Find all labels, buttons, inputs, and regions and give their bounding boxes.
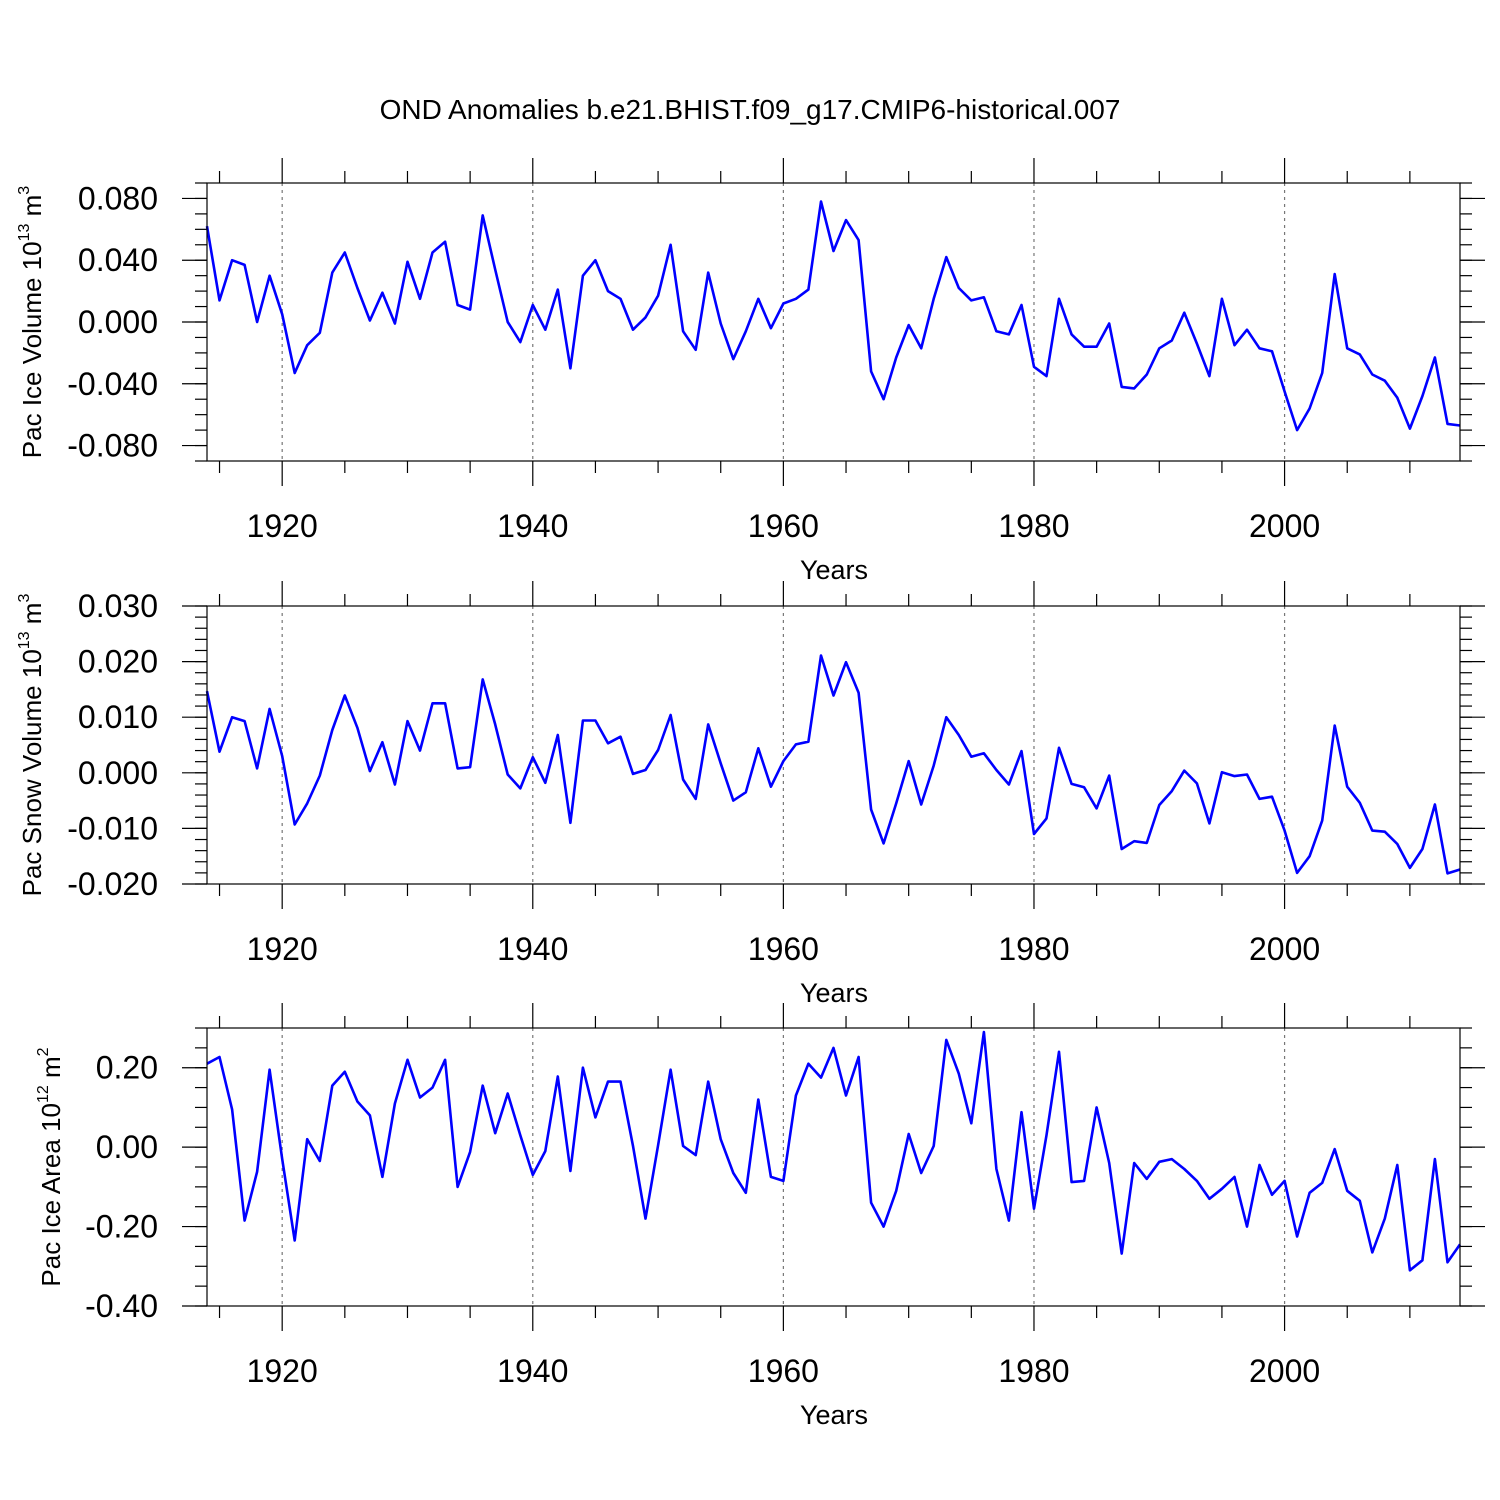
x-tick-label: 1920 bbox=[247, 508, 318, 544]
x-tick-label: 1980 bbox=[998, 508, 1069, 544]
y-tick-label: 0.000 bbox=[78, 304, 158, 340]
x-tick-label: 1940 bbox=[497, 508, 568, 544]
x-tick-label: 1980 bbox=[998, 1353, 1069, 1389]
plot-frame bbox=[206, 605, 1461, 885]
x-tick-label: 1980 bbox=[998, 931, 1069, 967]
y-axis-title: Pac Ice Area 1012 m2 bbox=[35, 1047, 66, 1286]
x-tick-label: 2000 bbox=[1249, 508, 1320, 544]
y-tick-label: 0.080 bbox=[78, 180, 158, 216]
series-line bbox=[205, 654, 1461, 875]
y-tick-label: 0.040 bbox=[78, 242, 158, 278]
y-tick-label: -0.040 bbox=[67, 366, 158, 402]
x-tick-label: 1960 bbox=[748, 931, 819, 967]
x-tick-label: 1920 bbox=[247, 931, 318, 967]
x-tick-label: 1940 bbox=[497, 931, 568, 967]
plot-frame bbox=[206, 182, 1461, 462]
y-tick-label: -0.080 bbox=[67, 428, 158, 464]
y-axis-title: Pac Snow Volume 1013 m3 bbox=[16, 594, 47, 897]
y-tick-label: -0.020 bbox=[67, 866, 158, 902]
x-axis-title: Years bbox=[800, 978, 868, 1008]
panel-ice-area: Pac Ice Area 1012 m2 Years 1920 1940 1960 1… bbox=[35, 1003, 1485, 1430]
y-tick-label: -0.20 bbox=[85, 1209, 158, 1245]
x-tick-label: 2000 bbox=[1249, 931, 1320, 967]
plot-frame bbox=[206, 1027, 1461, 1307]
y-tick-label: 0.020 bbox=[78, 644, 158, 680]
x-tick-label: 1920 bbox=[247, 1353, 318, 1389]
panel-snow-volume: Pac Snow Volume 1013 m3 Years 1920 1940 19… bbox=[16, 581, 1485, 1008]
y-tick-label: 0.00 bbox=[96, 1129, 158, 1165]
figure-title: OND Anomalies b.e21.BHIST.f09_g17.CMIP6-… bbox=[380, 94, 1121, 125]
x-tick-label: 1960 bbox=[748, 508, 819, 544]
y-tick-label: -0.40 bbox=[85, 1288, 158, 1324]
y-tick-label: 0.20 bbox=[96, 1050, 158, 1086]
y-tick-label: 0.030 bbox=[78, 588, 158, 624]
series-line bbox=[205, 200, 1461, 432]
x-tick-label: 1960 bbox=[748, 1353, 819, 1389]
panel-ice-volume: Pac Ice Volume 1013 m3 Years 1920 1940 196… bbox=[16, 158, 1485, 585]
y-axis-title: Pac Ice Volume 1013 m3 bbox=[16, 186, 47, 459]
y-tick-label: 0.000 bbox=[78, 755, 158, 791]
x-tick-label: 1940 bbox=[497, 1353, 568, 1389]
x-axis-title: Years bbox=[800, 555, 868, 585]
x-tick-label: 2000 bbox=[1249, 1353, 1320, 1389]
x-axis-title: Years bbox=[800, 1400, 868, 1430]
y-tick-label: 0.010 bbox=[78, 699, 158, 735]
y-tick-label: -0.010 bbox=[67, 810, 158, 846]
series-line bbox=[206, 1030, 1462, 1272]
